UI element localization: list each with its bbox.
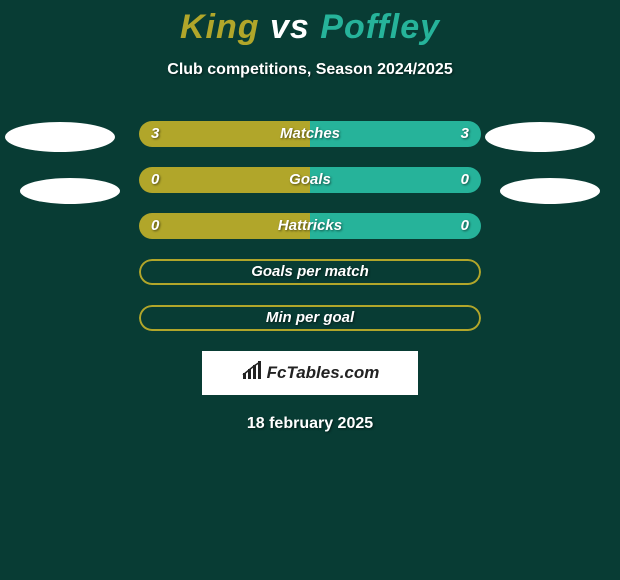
comparison-title: King vs Poffley bbox=[0, 0, 620, 47]
stat-row: Min per goal bbox=[139, 305, 481, 331]
stat-row: 00Goals bbox=[139, 167, 481, 193]
stat-row: 00Hattricks bbox=[139, 213, 481, 239]
brand-text: FcTables.com bbox=[267, 363, 380, 383]
stat-label: Hattricks bbox=[139, 213, 481, 239]
player1-name: King bbox=[180, 8, 260, 46]
player2-name: Poffley bbox=[320, 8, 440, 46]
stat-row: 33Matches bbox=[139, 121, 481, 147]
subtitle: Club competitions, Season 2024/2025 bbox=[0, 61, 620, 79]
stat-row: Goals per match bbox=[139, 259, 481, 285]
decorative-ellipse bbox=[20, 178, 120, 204]
stat-label: Matches bbox=[139, 121, 481, 147]
brand-box: FcTables.com bbox=[202, 351, 418, 395]
decorative-ellipse bbox=[485, 122, 595, 152]
stat-label: Goals bbox=[139, 167, 481, 193]
date-line: 18 february 2025 bbox=[0, 415, 620, 433]
stat-label: Min per goal bbox=[139, 305, 481, 331]
decorative-ellipse bbox=[500, 178, 600, 204]
decorative-ellipse bbox=[5, 122, 115, 152]
vs-text: vs bbox=[270, 8, 310, 46]
bar-chart-icon bbox=[241, 361, 263, 386]
stats-rows: 33Matches 00Goals 00Hattricks Goals per mat… bbox=[139, 121, 481, 331]
stat-label: Goals per match bbox=[139, 259, 481, 285]
